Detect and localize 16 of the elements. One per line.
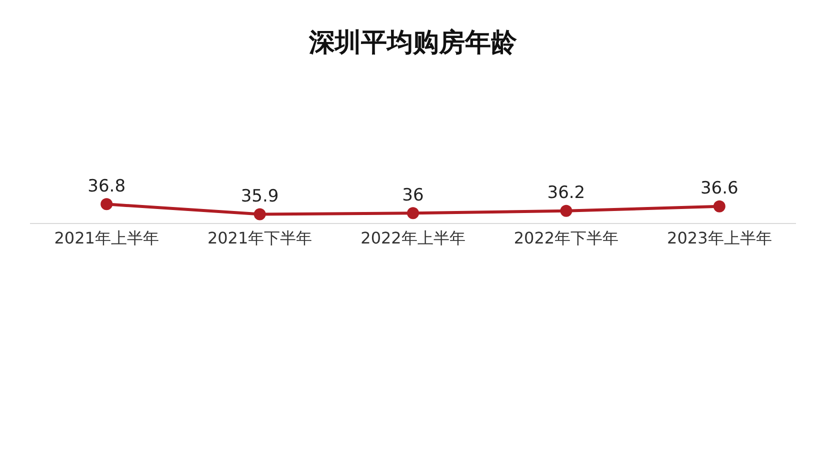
point [713, 200, 726, 212]
x-tick-label: 2022年下半年 [514, 228, 619, 248]
data-label: 36.2 [547, 183, 586, 204]
chart-title: 深圳平均购房年龄 [308, 28, 518, 58]
point [407, 207, 419, 220]
data-label: 35.9 [240, 186, 279, 206]
data-label: 36 [402, 185, 424, 206]
x-tick-label: 2021年下半年 [207, 228, 312, 248]
point [100, 198, 113, 210]
x-tick-label: 2022年上半年 [360, 228, 466, 248]
x-tick-label: 2021年上半年 [54, 228, 159, 248]
x-tick-label: 2023年上半年 [667, 228, 772, 248]
point [560, 204, 572, 217]
point [254, 208, 266, 220]
data-label: 36.6 [700, 178, 738, 199]
data-label: 36.8 [88, 176, 126, 196]
